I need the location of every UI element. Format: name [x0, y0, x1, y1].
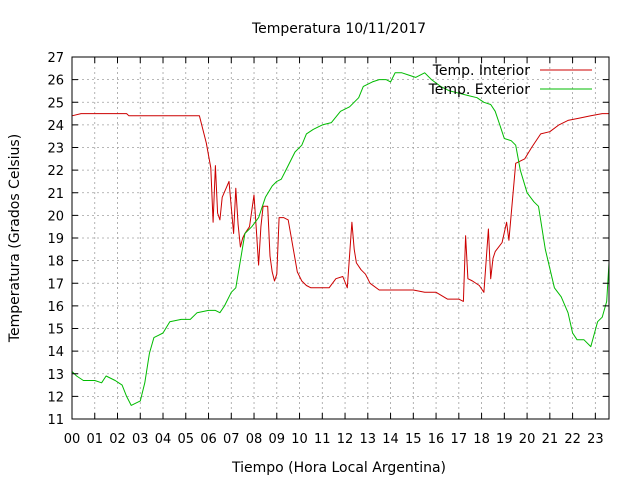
y-tick-label: 13	[47, 368, 64, 383]
y-tick-label: 14	[47, 345, 64, 360]
x-tick-label: 22	[564, 432, 581, 447]
x-tick-label: 00	[64, 432, 81, 447]
x-tick-label: 15	[405, 432, 422, 447]
x-axis-label: Tiempo (Hora Local Argentina)	[231, 460, 446, 476]
y-tick-label: 21	[47, 187, 64, 202]
x-tick-label: 23	[587, 432, 604, 447]
y-tick-label: 20	[47, 209, 64, 224]
x-tick-label: 11	[314, 432, 331, 447]
legend: Temp. Interior Temp. Exterior	[428, 63, 592, 98]
y-tick-label: 23	[47, 142, 64, 157]
x-tick-label: 09	[269, 432, 286, 447]
x-tick-label: 03	[132, 432, 149, 447]
y-tick-label: 22	[47, 164, 64, 179]
x-tick-label: 07	[223, 432, 240, 447]
x-tick-label: 06	[200, 432, 217, 447]
x-tick-label: 13	[360, 432, 377, 447]
y-tick-label: 11	[47, 413, 64, 428]
legend-label-temp-exterior: Temp. Exterior	[428, 82, 531, 98]
x-tick-label: 16	[428, 432, 445, 447]
grid-lines	[71, 56, 609, 420]
x-tick-label: 18	[473, 432, 490, 447]
x-tick-label: 05	[177, 432, 194, 447]
x-tick-label: 14	[382, 432, 399, 447]
x-tick-label: 01	[86, 432, 103, 447]
y-tick-label: 18	[47, 255, 64, 270]
chart-title: Temperatura 10/11/2017	[251, 21, 426, 37]
x-tick-label: 20	[519, 432, 536, 447]
y-tick-label: 26	[47, 74, 64, 89]
y-tick-label: 25	[47, 96, 64, 111]
x-tick-label: 08	[246, 432, 263, 447]
series-line-temp-interior	[71, 113, 609, 302]
y-tick-label: 17	[47, 277, 64, 292]
x-tick-label: 21	[542, 432, 559, 447]
y-tick-label: 27	[47, 51, 64, 66]
y-tick-label: 19	[47, 232, 64, 247]
y-tick-label: 24	[47, 119, 64, 134]
axis-ticks: 11 12 13 14 15 16 17 18 19 20 21 22 23 24 25 26 27 00 01 02…	[47, 51, 609, 447]
x-tick-label: 17	[451, 432, 468, 447]
legend-label-temp-interior: Temp. Interior	[432, 63, 531, 79]
y-tick-label: 15	[47, 323, 64, 338]
x-tick-label: 19	[496, 432, 513, 447]
x-tick-label: 02	[109, 432, 126, 447]
y-tick-label: 16	[47, 300, 64, 315]
series-lines	[71, 72, 610, 406]
y-tick-label: 12	[47, 390, 64, 405]
x-tick-label: 12	[337, 432, 354, 447]
x-tick-label: 10	[291, 432, 308, 447]
x-tick-label: 04	[155, 432, 172, 447]
y-axis-label: Temperatura (Grados Celsius)	[7, 134, 23, 343]
series-line-temp-exterior	[71, 72, 610, 406]
